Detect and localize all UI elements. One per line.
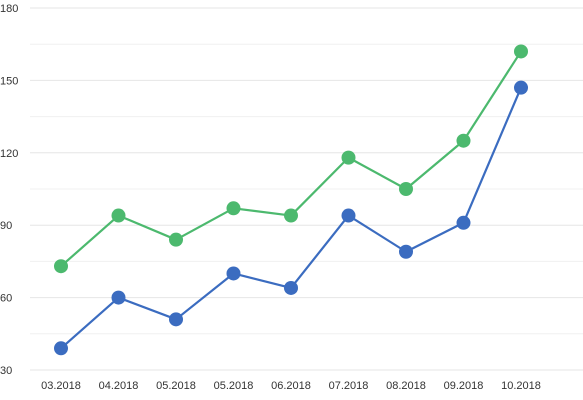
data-point bbox=[399, 244, 413, 259]
x-tick-label: 05.2018 bbox=[156, 380, 196, 392]
x-tick-label: 10.2018 bbox=[501, 380, 541, 392]
data-point bbox=[514, 44, 528, 59]
series-line bbox=[59, 50, 523, 268]
series-2 bbox=[54, 44, 528, 274]
data-point bbox=[399, 182, 413, 196]
grid-layer bbox=[30, 7, 583, 371]
data-point bbox=[456, 133, 471, 148]
y-axis-ticks: 30 60 90 120 150 180 bbox=[0, 3, 18, 377]
data-point bbox=[284, 280, 298, 295]
x-tick-label: 03.2018 bbox=[41, 380, 81, 392]
data-point bbox=[111, 290, 126, 305]
data-point bbox=[514, 80, 528, 95]
y-tick-label: 60 bbox=[0, 293, 12, 305]
data-point bbox=[456, 215, 471, 230]
y-tick-label: 90 bbox=[0, 220, 12, 232]
data-point bbox=[54, 341, 68, 356]
x-axis-ticks: 03.2018 04.2018 05.2018 05.2018 06.2018 07.20… bbox=[41, 380, 541, 392]
data-point bbox=[341, 150, 356, 165]
data-point bbox=[54, 259, 68, 274]
y-tick-label: 180 bbox=[0, 3, 18, 15]
x-tick-label: 05.2018 bbox=[214, 380, 254, 392]
data-point bbox=[226, 201, 241, 216]
series-1 bbox=[54, 80, 528, 356]
data-point bbox=[341, 208, 356, 223]
x-tick-label: 08.2018 bbox=[386, 380, 426, 392]
y-tick-label: 120 bbox=[0, 148, 18, 160]
data-point bbox=[111, 208, 126, 223]
series-layer bbox=[54, 44, 528, 356]
x-tick-label: 06.2018 bbox=[271, 380, 311, 392]
x-tick-label: 04.2018 bbox=[99, 380, 139, 392]
data-point bbox=[169, 312, 183, 327]
x-tick-label: 07.2018 bbox=[329, 380, 369, 392]
y-tick-label: 30 bbox=[0, 365, 12, 377]
x-tick-label: 09.2018 bbox=[444, 380, 484, 392]
y-tick-label: 150 bbox=[0, 75, 18, 87]
data-point bbox=[284, 208, 298, 223]
data-point bbox=[169, 232, 183, 247]
data-point bbox=[226, 266, 241, 281]
